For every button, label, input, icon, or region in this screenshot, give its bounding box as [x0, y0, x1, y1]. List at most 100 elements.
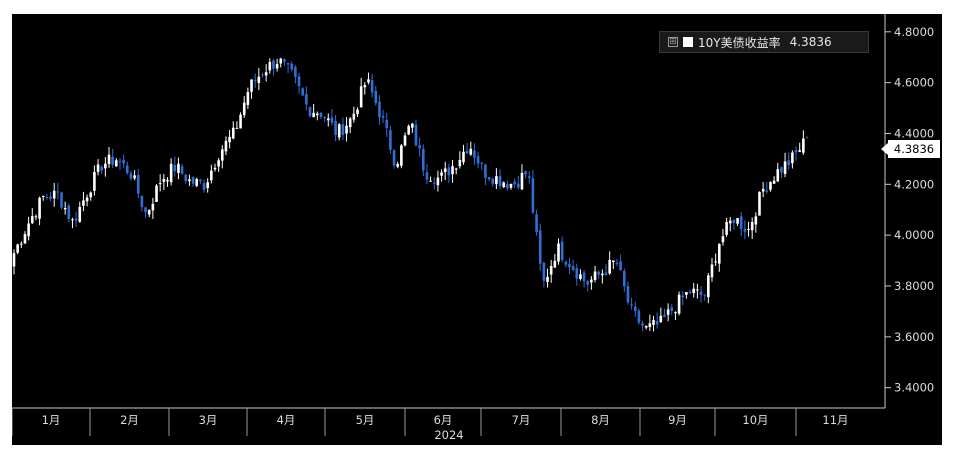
candle-body — [513, 181, 516, 185]
candle-body — [469, 148, 473, 155]
candle-body — [787, 160, 791, 165]
candle-body — [443, 168, 447, 173]
legend-series-name: 10Y美债收益率 — [698, 35, 781, 50]
candle-body — [794, 150, 798, 153]
candle-body — [235, 127, 239, 129]
legend-toggle-icon[interactable]: ⊞ — [668, 36, 678, 47]
candle-body — [378, 101, 381, 118]
candle-body — [257, 76, 261, 84]
candle-body — [115, 160, 118, 167]
candle-body — [780, 167, 783, 173]
candle-body — [297, 76, 301, 87]
x-month-label: 1月 — [42, 413, 61, 427]
candle-body — [538, 230, 542, 264]
candle-body — [407, 125, 410, 135]
candle-body — [162, 178, 166, 182]
candle-body — [169, 163, 173, 183]
x-month-label: 4月 — [277, 413, 296, 427]
candle-body — [85, 197, 89, 202]
candle-body — [458, 160, 462, 167]
candle-body — [568, 263, 571, 268]
candle-body — [590, 279, 593, 283]
candle-body — [231, 127, 235, 139]
candle-body — [151, 203, 155, 211]
candle-body — [334, 120, 337, 135]
candle-body — [484, 164, 487, 178]
candle-body — [403, 135, 407, 146]
candles-layer — [12, 57, 809, 332]
candle-body — [283, 59, 286, 62]
candle-body — [301, 88, 304, 96]
y-tick-label: 4.8000 — [894, 25, 934, 39]
candle-body — [659, 315, 663, 323]
candle-body — [52, 190, 56, 199]
candle-body — [436, 177, 440, 186]
candle-body — [498, 176, 502, 187]
candle-body — [633, 306, 637, 311]
x-month-label: 10月 — [742, 413, 768, 427]
candle-body — [268, 61, 272, 71]
candle-body — [802, 138, 805, 153]
candle-body — [462, 151, 465, 163]
candle-body — [604, 272, 608, 276]
candle-body — [491, 178, 495, 184]
candle-body — [454, 168, 458, 170]
candle-body — [597, 271, 601, 275]
candle-body — [560, 241, 564, 261]
candle-body — [290, 63, 294, 70]
candle-body — [305, 94, 308, 105]
candle-body — [253, 79, 257, 81]
candle-body — [714, 261, 717, 263]
candle-body — [389, 130, 392, 150]
x-month-label: 5月 — [356, 413, 375, 427]
candle-body — [703, 294, 706, 296]
candle-body — [250, 79, 253, 92]
candle-body — [264, 72, 268, 76]
candle-body — [612, 260, 615, 262]
candle-body — [206, 182, 209, 189]
candle-body — [527, 176, 531, 178]
candle-body — [524, 171, 527, 175]
candle-body — [202, 183, 206, 190]
candle-body — [743, 228, 747, 232]
candle-body — [228, 136, 231, 143]
candle-body — [750, 222, 754, 231]
candle-body — [765, 190, 769, 192]
candle-body — [517, 183, 520, 188]
candle-body — [125, 165, 129, 174]
legend[interactable]: ⊞ 10Y美债收益率 4.3836 — [659, 31, 869, 53]
candle-body — [637, 310, 641, 323]
candle-body — [758, 191, 761, 216]
candle-body — [337, 124, 341, 138]
candle-body — [747, 228, 750, 230]
candle-body — [71, 219, 74, 221]
candle-body — [104, 163, 107, 169]
candle-body — [542, 262, 546, 281]
candle-body — [392, 150, 396, 166]
candle-body — [692, 288, 696, 294]
candle-body — [549, 265, 553, 275]
candle-body — [78, 206, 82, 222]
candle-body — [772, 180, 776, 184]
candle-body — [615, 262, 619, 264]
candle-body — [74, 218, 78, 221]
y-tick-label: 3.6000 — [894, 330, 934, 344]
candle-body — [663, 314, 666, 317]
candle-body — [495, 176, 498, 185]
candle-body — [677, 294, 681, 314]
candle-body — [147, 210, 151, 215]
candle-body — [451, 166, 454, 175]
candle-body — [429, 180, 432, 182]
candle-body — [359, 86, 363, 108]
candle-body — [557, 243, 560, 262]
candle-body — [546, 276, 549, 282]
candle-body — [177, 163, 180, 173]
candle-body — [447, 167, 451, 176]
candle-body — [579, 274, 582, 279]
candle-body — [308, 106, 312, 117]
candle-body — [89, 192, 93, 198]
candle-body — [312, 112, 315, 118]
candle-body — [776, 169, 780, 182]
axes-layer: 4.8000 4.6000 4.4000 4.2000 4.0000 3.8000 3.60… — [12, 14, 934, 442]
candle-body — [41, 195, 45, 197]
